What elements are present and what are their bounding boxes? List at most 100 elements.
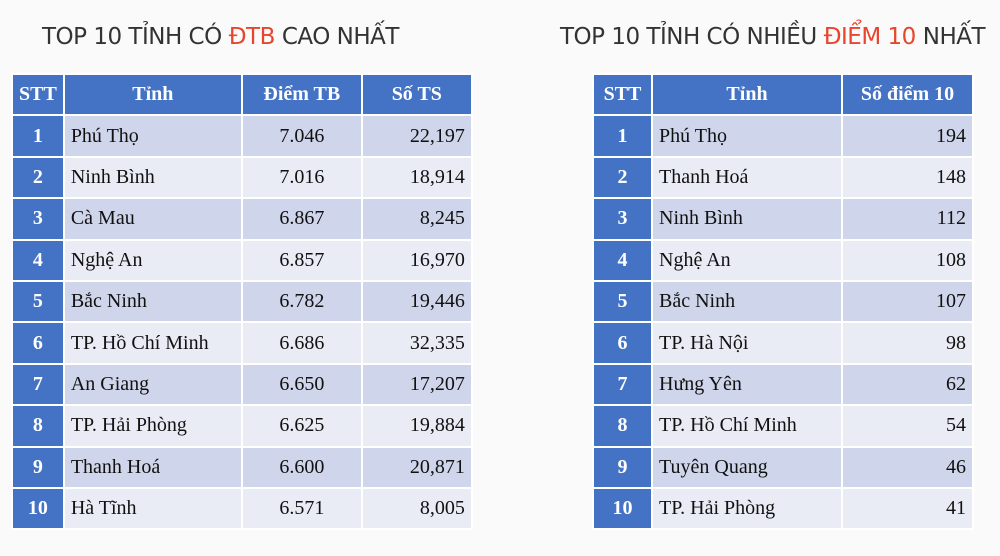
- cell: Ninh Bình: [62, 155, 243, 200]
- title-part: TOP 10 TỈNH CÓ NHIỀU: [560, 24, 817, 50]
- header-cell: Tỉnh: [62, 72, 243, 117]
- rank-cell: 2: [592, 155, 653, 200]
- cell: 8,245: [360, 197, 473, 241]
- cell: 46: [841, 445, 974, 489]
- cell: Phú Thọ: [62, 114, 243, 158]
- cell: 6.571: [240, 486, 363, 531]
- cell: Thanh Hoá: [651, 155, 843, 200]
- cell: Nghệ An: [62, 238, 243, 282]
- cell: 22,197: [360, 114, 473, 158]
- table-row: 5 Bắc Ninh 6.782 19,446: [11, 279, 473, 324]
- cell: 112: [841, 197, 974, 241]
- cell: 107: [841, 279, 974, 324]
- cell: 16,970: [360, 238, 473, 282]
- header-row: STT Tỉnh Số điểm 10: [592, 72, 974, 117]
- cell: Hưng Yên: [651, 362, 843, 407]
- cell: 6.650: [240, 362, 363, 407]
- header-cell: STT: [592, 72, 653, 117]
- title-part: TOP 10 TỈNH CÓ: [42, 24, 222, 50]
- rank-cell: 6: [11, 321, 65, 365]
- cell: TP. Hải Phòng: [62, 404, 243, 448]
- left-table: STT Tỉnh Điểm TB Số TS 1 Phú Thọ 7.046 22,197 2 N…: [11, 72, 473, 531]
- table-row: 10 Hà Tĩnh 6.571 8,005: [11, 486, 473, 531]
- table-row: 6 TP. Hồ Chí Minh 6.686 32,335: [11, 321, 473, 365]
- rank-cell: 7: [592, 362, 653, 407]
- cell: 32,335: [360, 321, 473, 365]
- cell: 8,005: [360, 486, 473, 531]
- table-row: 9 Tuyên Quang 46: [592, 445, 974, 489]
- rank-cell: 10: [11, 486, 65, 531]
- rank-cell: 9: [11, 445, 65, 489]
- header-cell: Tỉnh: [651, 72, 843, 117]
- table-row: 3 Ninh Bình 112: [592, 197, 974, 241]
- rank-cell: 3: [592, 197, 653, 241]
- table-row: 7 Hưng Yên 62: [592, 362, 974, 407]
- cell: 7.046: [240, 114, 363, 158]
- cell: 6.782: [240, 279, 363, 324]
- cell: Bắc Ninh: [651, 279, 843, 324]
- header-cell: Số điểm 10: [841, 72, 974, 117]
- cell: 17,207: [360, 362, 473, 407]
- rank-cell: 8: [11, 404, 65, 448]
- cell: 108: [841, 238, 974, 282]
- cell: 6.600: [240, 445, 363, 489]
- cell: 6.857: [240, 238, 363, 282]
- left-title: TOP 10 TỈNH CÓ ĐTB CAO NHẤT: [42, 24, 406, 50]
- rank-cell: 5: [592, 279, 653, 324]
- table-row: 4 Nghệ An 108: [592, 238, 974, 282]
- rank-cell: 3: [11, 197, 65, 241]
- rank-cell: 6: [592, 321, 653, 365]
- title-part: ĐIỂM 10: [823, 24, 917, 50]
- cell: Tuyên Quang: [651, 445, 843, 489]
- cell: TP. Hải Phòng: [651, 486, 843, 531]
- rank-cell: 1: [11, 114, 65, 158]
- rank-cell: 2: [11, 155, 65, 200]
- cell: 19,446: [360, 279, 473, 324]
- cell: 98: [841, 321, 974, 365]
- table-row: 9 Thanh Hoá 6.600 20,871: [11, 445, 473, 489]
- table-row: 1 Phú Thọ 7.046 22,197: [11, 114, 473, 158]
- cell: TP. Hồ Chí Minh: [62, 321, 243, 365]
- cell: Bắc Ninh: [62, 279, 243, 324]
- cell: 20,871: [360, 445, 473, 489]
- cell: 62: [841, 362, 974, 407]
- title-part: ĐTB: [228, 24, 276, 50]
- cell: 18,914: [360, 155, 473, 200]
- cell: 19,884: [360, 404, 473, 448]
- cell: Phú Thọ: [651, 114, 843, 158]
- table-row: 7 An Giang 6.650 17,207: [11, 362, 473, 407]
- table-row: 10 TP. Hải Phòng 41: [592, 486, 974, 531]
- table-row: 4 Nghệ An 6.857 16,970: [11, 238, 473, 282]
- cell: 54: [841, 404, 974, 448]
- table-row: 3 Cà Mau 6.867 8,245: [11, 197, 473, 241]
- cell: 148: [841, 155, 974, 200]
- rank-cell: 7: [11, 362, 65, 407]
- header-cell: Điểm TB: [240, 72, 363, 117]
- right-title: TOP 10 TỈNH CÓ NHIỀU ĐIỂM 10 NHẤT: [560, 24, 992, 50]
- rank-cell: 8: [592, 404, 653, 448]
- cell: 6.686: [240, 321, 363, 365]
- cell: TP. Hà Nội: [651, 321, 843, 365]
- cell: Cà Mau: [62, 197, 243, 241]
- header-row: STT Tỉnh Điểm TB Số TS: [11, 72, 473, 117]
- cell: 6.625: [240, 404, 363, 448]
- rank-cell: 10: [592, 486, 653, 531]
- rank-cell: 5: [11, 279, 65, 324]
- cell: 194: [841, 114, 974, 158]
- rank-cell: 4: [592, 238, 653, 282]
- table-row: 2 Thanh Hoá 148: [592, 155, 974, 200]
- table-row: 6 TP. Hà Nội 98: [592, 321, 974, 365]
- cell: An Giang: [62, 362, 243, 407]
- cell: Ninh Bình: [651, 197, 843, 241]
- cell: Thanh Hoá: [62, 445, 243, 489]
- table-row: 2 Ninh Bình 7.016 18,914: [11, 155, 473, 200]
- cell: TP. Hồ Chí Minh: [651, 404, 843, 448]
- cell: 7.016: [240, 155, 363, 200]
- header-cell: STT: [11, 72, 65, 117]
- rank-cell: 9: [592, 445, 653, 489]
- rank-cell: 4: [11, 238, 65, 282]
- table-row: 5 Bắc Ninh 107: [592, 279, 974, 324]
- cell: 41: [841, 486, 974, 531]
- rank-cell: 1: [592, 114, 653, 158]
- cell: 6.867: [240, 197, 363, 241]
